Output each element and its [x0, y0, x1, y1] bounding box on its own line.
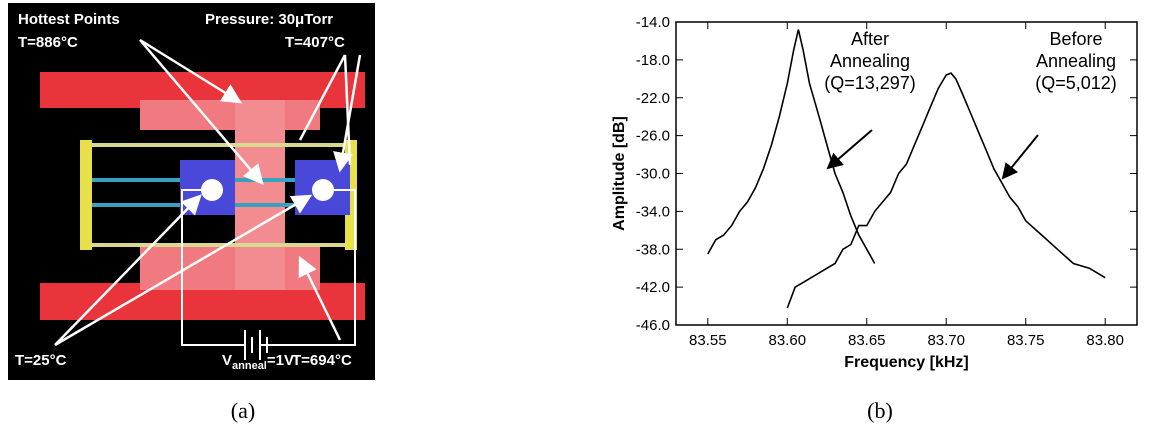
- chart: -14.0 -18.0 -22.0 -26.0 -30.0 -34.0 -38.0 -42.0…: [611, 14, 1138, 371]
- annotation-arrow: [1001, 134, 1039, 180]
- y-tick-label: -46.0: [636, 317, 670, 334]
- annotation-arrow: [826, 129, 873, 170]
- annotation: Before: [1049, 29, 1102, 49]
- annotation: Annealing: [1036, 51, 1116, 71]
- y-tick-label: -22.0: [636, 90, 670, 107]
- x-tick-label: 83.55: [689, 332, 727, 349]
- annotation: (Q=5,012): [1035, 73, 1117, 93]
- x-tick-label: 83.80: [1086, 332, 1124, 349]
- beam-bottom: [140, 245, 320, 290]
- y-tick-label: -26.0: [636, 128, 670, 145]
- panel-a: Hottest Points T=886°C Pressure: 30μTorr…: [8, 3, 375, 380]
- annotation-part: V: [222, 352, 232, 369]
- annotation: Vanneal=1V: [222, 352, 294, 372]
- caption: (b): [867, 398, 893, 423]
- annotation: (Q=13,297): [824, 73, 916, 93]
- y-tick-label: -14.0: [636, 14, 670, 31]
- annotation: Annealing: [830, 51, 910, 71]
- annotation: Hottest Points: [18, 11, 120, 28]
- annotation-part: =1V: [267, 352, 294, 369]
- annotation: T=25°C: [15, 352, 67, 369]
- frame-left: [80, 140, 92, 250]
- x-tick-label: 83.70: [927, 332, 965, 349]
- annotation: T=694°C: [292, 352, 352, 369]
- annotation: T=886°C: [18, 34, 78, 51]
- annotation-part: anneal: [232, 360, 267, 372]
- caption: (a): [231, 398, 255, 423]
- x-tick-label: 83.60: [769, 332, 807, 349]
- center-beam: [235, 100, 285, 290]
- y-tick-label: -42.0: [636, 279, 670, 296]
- annotation: After: [851, 29, 889, 49]
- y-axis-label: Amplitude [dB]: [611, 116, 628, 231]
- beam-top: [140, 100, 320, 130]
- x-tick-label: 83.65: [848, 332, 886, 349]
- y-tick-label: -38.0: [636, 241, 670, 258]
- x-axis-label: Frequency [kHz]: [844, 354, 968, 371]
- y-tick-label: -18.0: [636, 52, 670, 69]
- series-line: [707, 29, 876, 264]
- annotation: T=407°C: [285, 34, 345, 51]
- y-tick-label: -30.0: [636, 166, 670, 183]
- series-line: [786, 72, 1106, 309]
- x-tick-label: 83.75: [1007, 332, 1045, 349]
- y-tick-label: -34.0: [636, 203, 670, 220]
- annotation: Pressure: 30μTorr: [205, 11, 333, 28]
